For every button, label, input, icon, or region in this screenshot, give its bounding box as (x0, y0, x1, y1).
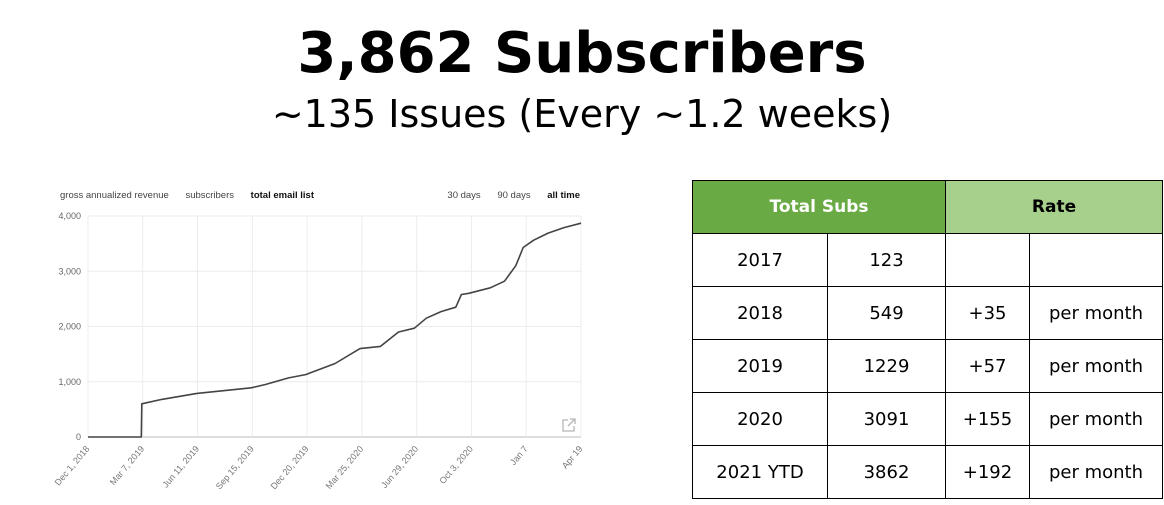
page-title: 3,862 Subscribers (297, 21, 867, 86)
page-subtitle: ~135 Issues (Every ~1.2 weeks) (271, 92, 893, 136)
cell-year: 2021 YTD (692, 445, 828, 499)
y-tick-label: 2,000 (58, 322, 81, 332)
cell-rate-unit: per month (1029, 286, 1163, 340)
y-tick-label: 0 (76, 432, 81, 442)
table-row: 2021 YTD 3862 +192 per month (692, 445, 1163, 499)
x-tick-label: Sep 15, 2019 (214, 444, 256, 491)
y-tick-label: 1,000 (58, 377, 81, 387)
cell-rate-value: +57 (945, 339, 1030, 393)
cell-rate-value: +192 (945, 445, 1030, 499)
cell-year: 2020 (692, 392, 828, 446)
cell-rate-unit: per month (1029, 339, 1163, 393)
external-link-icon[interactable] (562, 418, 576, 432)
x-tick-label: Jun 11, 2019 (160, 444, 201, 490)
cell-year: 2019 (692, 339, 828, 393)
x-tick-label: Dec 1, 2018 (53, 444, 92, 488)
table-row: 2020 3091 +155 per month (692, 392, 1163, 446)
cell-total: 3862 (827, 445, 946, 499)
x-tick-label: Apr 19 (560, 444, 585, 471)
cell-rate-value: +35 (945, 286, 1030, 340)
x-tick-label: Oct 3, 2020 (437, 444, 475, 486)
x-tick-label: Dec 20, 2019 (269, 444, 311, 491)
cell-rate-unit: per month (1029, 392, 1163, 446)
cell-total: 3091 (827, 392, 946, 446)
subscriber-table: Total Subs Rate 2017 123 2018 549 +35 pe… (692, 180, 1163, 499)
cell-total: 123 (827, 233, 946, 287)
header-total-subs: Total Subs (692, 180, 946, 234)
range-tabs: 30 days 90 days all time (433, 190, 580, 201)
series-line-total-email-list (88, 222, 582, 438)
header-rate: Rate (945, 180, 1163, 234)
table-row: 2018 549 +35 per month (692, 286, 1163, 340)
cell-total: 1229 (827, 339, 946, 393)
cell-rate-value (945, 233, 1030, 287)
x-tick-label: Mar 7, 2019 (108, 444, 147, 487)
cell-rate-value: +155 (945, 392, 1030, 446)
y-tick-label: 4,000 (58, 211, 81, 221)
x-tick-label: Jun 29, 2020 (379, 444, 420, 490)
chart-canvas: 0 1,000 2,000 3,000 4,000 Dec 1, 2018 Mar 7, 2… (53, 211, 585, 491)
x-tick-label: Jan 7 (508, 444, 530, 467)
tab-90-days[interactable]: 90 days (497, 190, 531, 201)
cell-year: 2018 (692, 286, 828, 340)
tab-all-time[interactable]: all time (547, 190, 580, 201)
cell-year: 2017 (692, 233, 828, 287)
metric-tabs: gross annualized revenue subscribers tot… (60, 190, 328, 201)
table-header-row: Total Subs Rate (692, 180, 1163, 234)
tab-total-email-list[interactable]: total email list (250, 190, 315, 201)
tab-30-days[interactable]: 30 days (447, 190, 481, 201)
y-tick-label: 3,000 (58, 266, 81, 276)
subscriber-chart: gross annualized revenue subscribers tot… (40, 180, 600, 501)
cell-rate-unit: per month (1029, 445, 1163, 499)
table-row: 2017 123 (692, 233, 1163, 287)
tab-subscribers[interactable]: subscribers (185, 190, 235, 201)
cell-rate-unit (1029, 233, 1163, 287)
x-tick-label: Mar 25, 2020 (324, 444, 366, 491)
tab-gross-annualized-revenue[interactable]: gross annualized revenue (60, 190, 169, 201)
cell-total: 549 (827, 286, 946, 340)
table-row: 2019 1229 +57 per month (692, 339, 1163, 393)
